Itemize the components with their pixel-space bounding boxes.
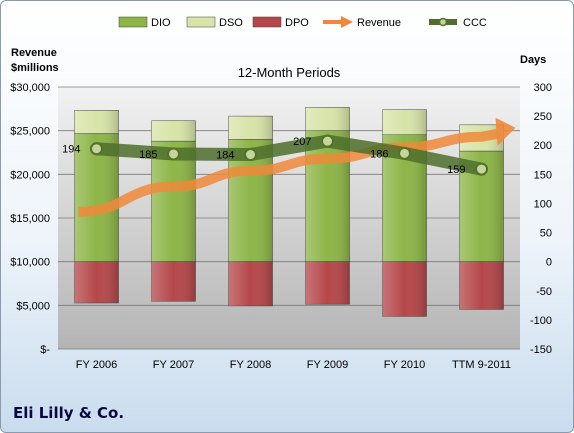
x-tick-label: TTM 9-2011 [452, 359, 511, 371]
right-tick-label: -100 [530, 315, 552, 327]
ccc-layer: 194 185 184 207 186 159 [62, 134, 488, 176]
legend-swatch-dso [186, 16, 216, 28]
legend-label-revenue: Revenue [357, 17, 401, 29]
right-axis-label: Days [520, 54, 546, 66]
ccc-data-label: 186 [370, 148, 388, 160]
bar-dpo-sheen [151, 261, 196, 302]
ccc-data-label: 159 [447, 164, 465, 176]
bar-dso-sheen [151, 120, 196, 142]
right-tick-label: 250 [534, 111, 552, 123]
bar-dio-sheen [151, 141, 196, 262]
legend-label-ccc: CCC [463, 17, 487, 29]
right-tick-label: -50 [536, 286, 552, 298]
ccc-data-label: 184 [216, 150, 234, 162]
bar-dso-sheen [382, 109, 427, 135]
bar-dpo-sheen [459, 261, 504, 310]
legend-label-dso: DSO [219, 17, 243, 29]
company-name: Eli Lilly & Co. [13, 404, 125, 422]
right-tick-label: 300 [534, 82, 552, 94]
legend-swatch-dpo [252, 16, 282, 28]
ccc-marker [244, 148, 257, 162]
bar-dpo-sheen [74, 261, 119, 304]
axes: $- $5,000 $10,000 $15,000 $20,000 $25,000 $30,… [10, 82, 552, 371]
x-tick-label: FY 2008 [230, 359, 271, 371]
left-tick-label: $25,000 [10, 126, 50, 138]
legend-swatch-ccc-marker [438, 17, 448, 27]
right-tick-label: -150 [530, 344, 552, 356]
bar-dpo-sheen [305, 261, 350, 305]
revenue-arrowhead [495, 117, 516, 146]
x-tick-label: FY 2007 [153, 359, 194, 371]
right-tick-label: 0 [546, 257, 552, 269]
legend-swatch-revenue-head [341, 16, 353, 28]
right-tick-label: 100 [534, 198, 552, 210]
right-tick-label: 150 [534, 169, 552, 181]
legend-label-dpo: DPO [285, 17, 309, 29]
bar-dpo-sheen [228, 261, 273, 306]
legend-label-dio: DIO [151, 17, 171, 29]
ccc-marker [90, 142, 103, 156]
right-tick-label: 200 [534, 140, 552, 152]
ccc-line [90, 134, 488, 176]
left-tick-label: $- [40, 344, 50, 356]
left-tick-label: $20,000 [10, 169, 50, 181]
x-tick-label: FY 2009 [307, 359, 348, 371]
ccc-data-label: 207 [293, 136, 311, 148]
bar-dio-sheen [305, 130, 350, 262]
legend: DIO DSO DPO Revenue CCC [118, 16, 487, 29]
bar-dso-sheen [305, 107, 350, 131]
revenue-layer [78, 117, 516, 217]
ccc-marker [167, 147, 180, 161]
left-tick-label: $15,000 [10, 213, 50, 225]
ccc-marker [475, 162, 488, 176]
left-tick-label: $30,000 [10, 82, 50, 94]
right-tick-label: 50 [540, 228, 552, 240]
revenue-line [78, 128, 499, 217]
bar-dso-sheen [228, 116, 273, 140]
left-tick-label: $5,000 [16, 300, 50, 312]
left-tick-label: $10,000 [10, 257, 50, 269]
ccc-marker [398, 146, 411, 160]
x-tick-label: FY 2006 [76, 359, 117, 371]
legend-swatch-dio [118, 16, 148, 28]
ccc-data-label: 194 [62, 144, 80, 156]
left-axis-label-line-1: Revenue [11, 47, 57, 59]
x-tick-label: FY 2010 [384, 359, 425, 371]
chart-title: 12-Month Periods [238, 65, 341, 80]
bar-dso-sheen [74, 110, 119, 134]
left-axis-label-line-2: $millions [11, 62, 59, 74]
gridlines [58, 86, 520, 350]
ccc-marker [321, 134, 334, 148]
bar-dpo-sheen [382, 261, 427, 317]
ccc-data-label: 185 [139, 149, 157, 161]
